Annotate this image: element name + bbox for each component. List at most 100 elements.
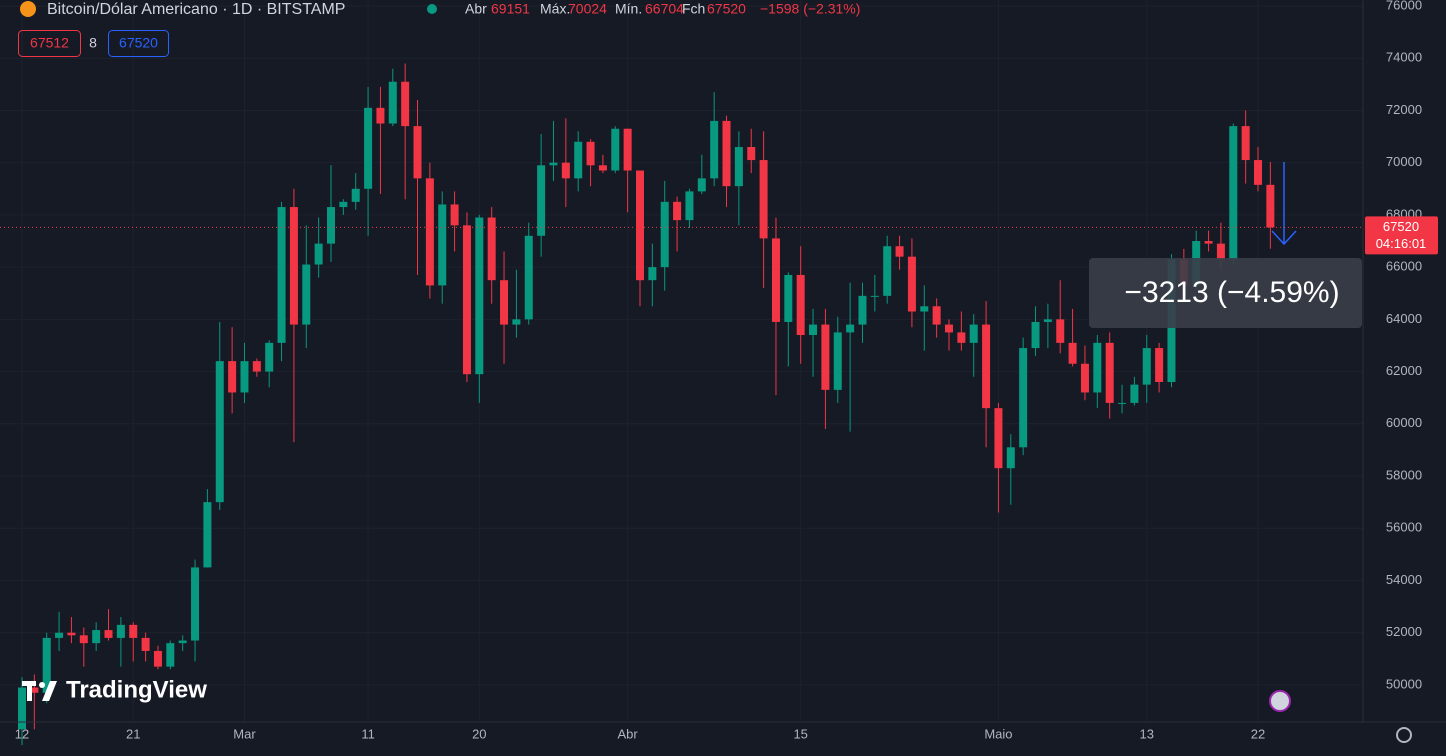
- last-price-label: 67520: [1383, 219, 1419, 234]
- candle-body: [895, 246, 904, 257]
- candle-body: [771, 238, 780, 322]
- low-value: 66704: [645, 1, 684, 17]
- candle-body: [697, 178, 706, 192]
- y-tick-label: 60000: [1386, 415, 1422, 430]
- ask-value: 67520: [119, 35, 158, 51]
- candle-body: [957, 332, 966, 343]
- candle-body: [611, 128, 620, 171]
- candle-body: [314, 243, 323, 265]
- candles: [18, 63, 1275, 745]
- candle-body: [1142, 348, 1151, 385]
- candle-body: [648, 267, 657, 281]
- candle-body: [55, 632, 64, 638]
- candle-body: [339, 201, 348, 208]
- candle-body: [265, 342, 274, 372]
- candle-body: [969, 324, 978, 343]
- candle-body: [351, 188, 360, 202]
- candle-body: [79, 635, 88, 644]
- y-tick-label: 76000: [1386, 0, 1422, 12]
- candle-body: [796, 274, 805, 336]
- candle-body: [1105, 342, 1114, 403]
- candle-body: [327, 207, 335, 244]
- high-label: Máx.: [540, 1, 570, 17]
- ask-pill[interactable]: [108, 30, 169, 57]
- candle-body: [1043, 319, 1052, 322]
- candle-body: [388, 81, 397, 124]
- candle-body: [1019, 348, 1028, 448]
- candle-body: [1241, 126, 1250, 161]
- candle-body: [945, 324, 953, 333]
- bid-pill[interactable]: [18, 30, 81, 57]
- market-status: [427, 4, 437, 14]
- close-label: Fch: [682, 1, 705, 17]
- y-tick-label: 72000: [1386, 102, 1422, 117]
- candle-body: [462, 225, 471, 375]
- candle-body: [1080, 363, 1089, 393]
- candle-body: [549, 162, 558, 166]
- y-tick-label: 58000: [1386, 467, 1422, 482]
- flag-icon[interactable]: [1269, 690, 1291, 712]
- candle-body: [500, 280, 509, 325]
- grid: [0, 0, 1363, 722]
- measure-tooltip: [1089, 258, 1362, 328]
- logo-text: TradingView: [66, 676, 207, 703]
- y-tick-label: 56000: [1386, 520, 1422, 535]
- candle-body: [710, 120, 719, 179]
- candle-body: [821, 324, 830, 390]
- x-tick-label: Mar: [233, 726, 256, 741]
- countdown-label: 04:16:01: [1376, 236, 1427, 251]
- candle-body: [92, 630, 101, 644]
- candle-body: [759, 160, 768, 239]
- symbol-title[interactable]: Bitcoin/Dólar Americano · 1D · BITSTAMP: [47, 1, 345, 18]
- low-label: Mín.: [615, 1, 642, 17]
- logo: [22, 681, 57, 701]
- y-tick-label: 54000: [1386, 572, 1422, 587]
- candle-body: [1130, 384, 1139, 403]
- candle-body: [636, 170, 644, 281]
- candle-body: [1031, 321, 1040, 349]
- x-tick-label: 12: [15, 726, 29, 741]
- open-label: Abr: [465, 1, 487, 17]
- candle-body: [1006, 447, 1015, 469]
- high-value: 70024: [568, 1, 607, 17]
- candle-body: [722, 120, 731, 187]
- candle-body: [42, 637, 51, 693]
- candle-body: [104, 630, 113, 638]
- x-tick-label: 15: [793, 726, 807, 741]
- y-tick-label: 52000: [1386, 624, 1422, 639]
- spread-value: 8: [89, 35, 97, 51]
- y-tick-label: 62000: [1386, 363, 1422, 378]
- settings-icon[interactable]: [1396, 727, 1412, 743]
- candle-body: [537, 165, 546, 236]
- candle-body: [425, 178, 434, 286]
- candle-body: [747, 147, 756, 161]
- candle-body: [784, 274, 793, 322]
- candle-body: [623, 128, 632, 171]
- y-tick-label: 70000: [1386, 154, 1422, 169]
- bid-value: 67512: [30, 35, 69, 51]
- y-tick-label: 50000: [1386, 676, 1422, 691]
- candle-body: [512, 319, 521, 325]
- candle-body: [1068, 342, 1077, 364]
- y-tick-label: 64000: [1386, 311, 1422, 326]
- candle-body: [166, 643, 175, 667]
- candle-body: [883, 246, 892, 296]
- symbol-icon: [20, 1, 36, 17]
- candle-body: [524, 235, 533, 320]
- candle-body: [574, 141, 583, 179]
- candle-body: [277, 207, 286, 343]
- candle-body: [982, 324, 991, 409]
- candle-body: [240, 361, 249, 393]
- candle-body: [228, 361, 237, 393]
- candle-body: [1204, 241, 1213, 244]
- candle-body: [67, 632, 76, 636]
- candle-body: [153, 650, 162, 667]
- candle-body: [191, 567, 200, 641]
- candle-body: [846, 324, 855, 333]
- candle-body: [1216, 243, 1225, 260]
- x-tick-label: 11: [361, 726, 375, 741]
- x-tick-label: 22: [1251, 726, 1265, 741]
- measure-text: −3213 (−4.59%): [1124, 276, 1339, 309]
- candle-body: [215, 361, 224, 503]
